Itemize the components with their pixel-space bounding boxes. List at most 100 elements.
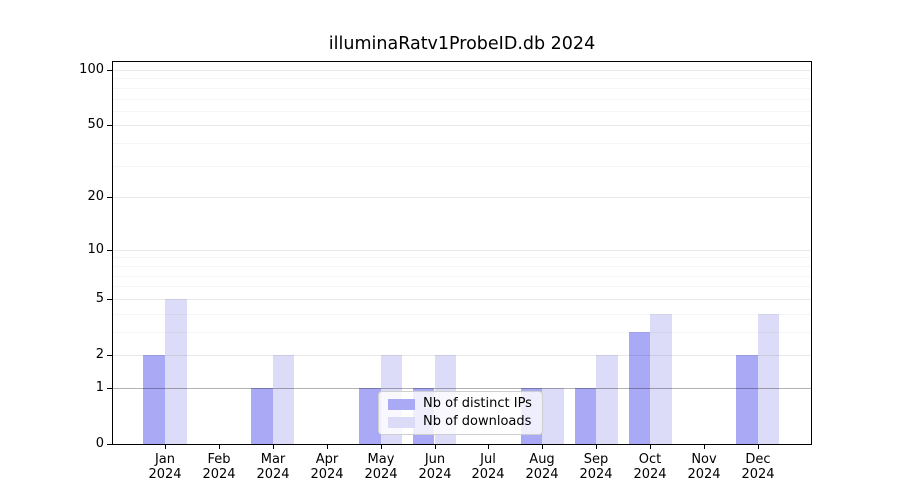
x-tick-month: Feb: [207, 452, 231, 467]
x-tick-year: 2024: [525, 467, 559, 482]
x-tick-label: Jan 2024: [133, 452, 197, 482]
y-tick-mark: [107, 444, 112, 445]
x-tick-mark: [650, 445, 651, 449]
x-tick-year: 2024: [364, 467, 398, 482]
x-tick-month: Aug: [529, 452, 555, 467]
y-tick-label: 0: [95, 436, 104, 451]
x-tick-label: May 2024: [349, 452, 413, 482]
x-tick-year: 2024: [741, 467, 775, 482]
y-tick-label: 2: [95, 347, 104, 362]
gridline-minor: [113, 87, 811, 89]
gridline-minor: [113, 286, 811, 288]
x-tick-month: Nov: [691, 452, 717, 467]
x-tick-month: Apr: [315, 452, 339, 467]
bar-nb-of-distinct-ips-sep: [574, 387, 597, 444]
x-tick-label: Jul 2024: [456, 452, 520, 482]
x-tick-month: Sep: [583, 452, 609, 467]
bar-nb-of-downloads-aug: [542, 387, 564, 444]
x-tick-month: Dec: [745, 452, 771, 467]
y-tick-label: 50: [87, 117, 104, 132]
x-tick-label: Sep 2024: [564, 452, 628, 482]
y-tick-label: 5: [95, 291, 104, 306]
gridline-major: [113, 298, 811, 300]
y-tick-mark: [107, 70, 112, 71]
chart-title: illuminaRatv1ProbeID.db 2024: [328, 34, 596, 54]
x-tick-mark: [596, 445, 597, 449]
y-tick-mark: [107, 388, 112, 389]
y-tick-label: 10: [87, 242, 104, 257]
bar-nb-of-distinct-ips-jan: [143, 355, 165, 444]
x-tick-mark: [435, 445, 436, 449]
y-tick-label: 20: [87, 189, 104, 204]
x-tick-label: Nov 2024: [672, 452, 736, 482]
gridline-major: [113, 355, 811, 356]
bar-nb-of-downloads-oct: [650, 313, 672, 444]
legend-item-downloads: Nb of downloads: [388, 415, 532, 429]
x-tick-year: 2024: [202, 467, 236, 482]
gridline-minor: [113, 110, 811, 112]
gridline-major: [113, 70, 811, 71]
x-tick-year: 2024: [687, 467, 721, 482]
x-tick-month: Oct: [638, 452, 662, 467]
gridline-minor: [113, 257, 811, 259]
gridline-major: [113, 125, 811, 127]
legend-label-distinct-ips: Nb of distinct IPs: [423, 396, 532, 411]
x-tick-month: Jun: [424, 452, 446, 467]
gridline-minor: [113, 78, 811, 80]
x-tick-label: Aug 2024: [510, 452, 574, 482]
x-tick-year: 2024: [256, 467, 290, 482]
plot-area: Nb of distinct IPs Nb of downloads: [112, 61, 812, 445]
legend-label-downloads: Nb of downloads: [423, 414, 532, 429]
bar-nb-of-downloads-jan: [165, 298, 187, 444]
y-tick-label: 100: [79, 62, 104, 77]
x-tick-mark: [704, 445, 705, 449]
x-tick-year: 2024: [579, 467, 613, 482]
x-tick-label: Apr 2024: [295, 452, 359, 482]
x-tick-month: Mar: [260, 452, 286, 467]
x-tick-year: 2024: [148, 467, 182, 482]
bar-nb-of-distinct-ips-mar: [251, 387, 273, 444]
x-tick-label: Oct 2024: [618, 452, 682, 482]
legend-swatch-downloads: [388, 416, 415, 428]
x-tick-month: Jul: [480, 452, 496, 467]
x-tick-label: Mar 2024: [241, 452, 305, 482]
legend-item-distinct-ips: Nb of distinct IPs: [388, 397, 532, 411]
bar-nb-of-distinct-ips-may: [359, 387, 381, 444]
x-tick-mark: [381, 445, 382, 449]
gridline-major: [113, 249, 811, 251]
bar-nb-of-distinct-ips-dec: [736, 355, 758, 444]
gridline-minor: [113, 143, 811, 145]
gridline-minor: [113, 265, 811, 267]
x-tick-year: 2024: [633, 467, 667, 482]
bar-nb-of-downloads-mar: [272, 355, 295, 444]
x-tick-mark: [488, 445, 489, 449]
gridline-minor: [113, 98, 811, 100]
y-tick-mark: [107, 299, 112, 300]
legend: Nb of distinct IPs Nb of downloads: [378, 391, 543, 435]
x-tick-month: May: [367, 452, 395, 467]
gridline-minor: [113, 275, 811, 277]
bar-nb-of-downloads-sep: [596, 355, 618, 444]
x-tick-mark: [542, 445, 543, 449]
bar-nb-of-downloads-dec: [757, 313, 780, 444]
y-tick-mark: [107, 197, 112, 198]
gridline-minor: [113, 331, 811, 333]
x-tick-month: Jan: [154, 452, 176, 467]
x-tick-label: Dec 2024: [726, 452, 790, 482]
gridline-minor: [113, 165, 811, 167]
gridline-major: [113, 197, 811, 199]
x-tick-label: Jun 2024: [403, 452, 467, 482]
x-tick-mark: [758, 445, 759, 449]
gridline-minor: [113, 313, 811, 315]
y-tick-label: 1: [95, 380, 104, 395]
y-tick-mark: [107, 125, 112, 126]
legend-swatch-distinct-ips: [388, 398, 415, 410]
gridline-baseline: [113, 387, 811, 389]
x-tick-mark: [327, 445, 328, 449]
bar-nb-of-distinct-ips-oct: [628, 331, 651, 444]
x-tick-year: 2024: [471, 467, 505, 482]
x-tick-label: Feb 2024: [187, 452, 251, 482]
x-tick-mark: [219, 445, 220, 449]
x-tick-year: 2024: [310, 467, 344, 482]
